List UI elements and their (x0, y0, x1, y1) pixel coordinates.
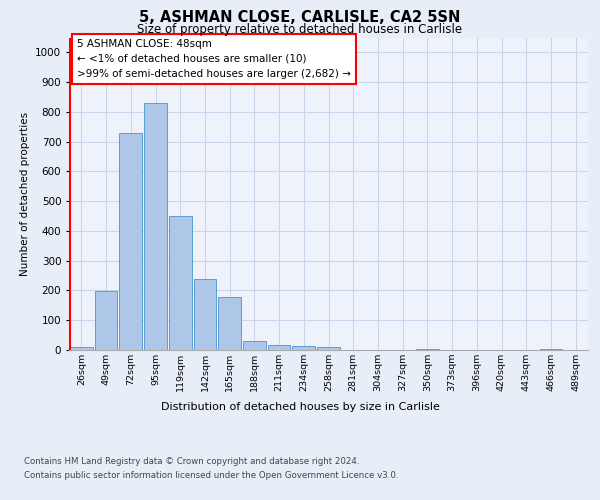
Text: Size of property relative to detached houses in Carlisle: Size of property relative to detached ho… (137, 22, 463, 36)
Text: 5 ASHMAN CLOSE: 48sqm
← <1% of detached houses are smaller (10)
>99% of semi-det: 5 ASHMAN CLOSE: 48sqm ← <1% of detached … (77, 39, 350, 78)
Bar (268, 345, 290, 350)
Text: Contains public sector information licensed under the Open Government Licence v3: Contains public sector information licen… (24, 471, 398, 480)
Bar (119, 132, 142, 350)
Bar (95, 292, 118, 350)
Bar (70, 347, 93, 350)
Bar (292, 346, 315, 350)
Bar (194, 279, 216, 350)
Bar (317, 346, 340, 350)
Bar (144, 103, 167, 350)
Bar (218, 297, 241, 350)
Bar (539, 348, 562, 350)
Bar (416, 348, 439, 350)
Bar (243, 341, 266, 350)
Text: Contains HM Land Registry data © Crown copyright and database right 2024.: Contains HM Land Registry data © Crown c… (24, 458, 359, 466)
Y-axis label: Number of detached properties: Number of detached properties (20, 112, 29, 276)
Text: 5, ASHMAN CLOSE, CARLISLE, CA2 5SN: 5, ASHMAN CLOSE, CARLISLE, CA2 5SN (139, 10, 461, 25)
Bar (169, 216, 191, 350)
Text: Distribution of detached houses by size in Carlisle: Distribution of detached houses by size … (161, 402, 439, 412)
